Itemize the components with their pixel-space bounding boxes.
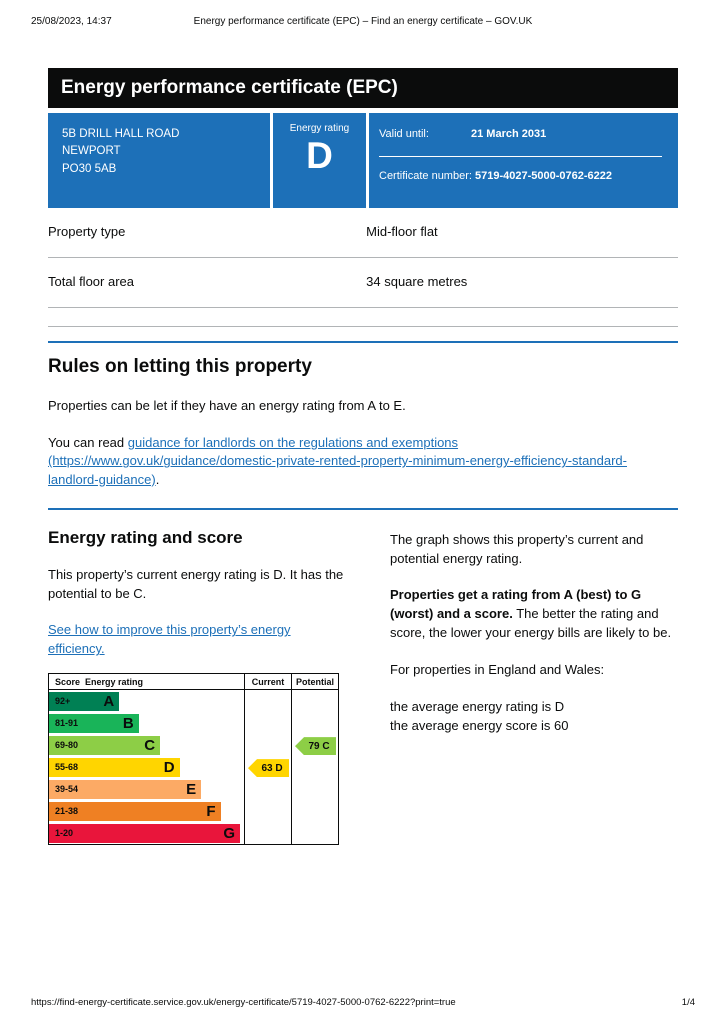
page-content: Energy performance certificate (EPC) 5B … — [0, 68, 726, 846]
section-divider-blue — [48, 507, 678, 510]
epc-chart-bands-area: Score Energy rating 92+ A 81-91 B 69-80 C 55-6… — [49, 674, 244, 844]
epc-band-bar-a: 92+ A — [49, 691, 120, 711]
epc-band-bar-g: 1-20 G — [49, 823, 241, 843]
epc-band-row: 1-20 G — [49, 822, 244, 844]
epc-band-letter: C — [144, 736, 156, 754]
rating-scale-paragraph: Properties get a rating from A (best) to… — [390, 586, 678, 643]
valid-until-row: Valid until: 21 March 2031 — [379, 113, 662, 157]
certificate-number: 5719-4027-5000-0762-6222 — [475, 170, 613, 182]
epc-band-letter: E — [186, 780, 197, 798]
energy-rating-label: Energy rating — [289, 123, 350, 134]
certificate-summary-panel: 5B DRILL HALL ROAD NEWPORT PO30 5AB Ener… — [48, 113, 678, 208]
table-row: Total floor area 34 square metres — [48, 258, 678, 308]
epc-band-row: 81-91 B — [49, 712, 244, 734]
epc-band-score: 55-68 — [55, 762, 79, 773]
print-datetime: 25/08/2023, 14:37 — [31, 16, 112, 27]
guidance-text-prefix: You can read — [48, 435, 128, 451]
epc-band-row: 21-38 F — [49, 800, 244, 822]
print-page-title: Energy performance certificate (EPC) – F… — [193, 16, 533, 27]
potential-column: Potential 79 C — [291, 674, 338, 845]
valid-until-label: Valid until: — [379, 128, 429, 140]
epc-bands: 92+ A 81-91 B 69-80 C 55-68 D 39-54 E 21-38 F 1-20 G — [49, 690, 244, 844]
score-column-header: Score — [55, 676, 81, 687]
rating-explanation-column: The graph shows this property’s current … — [390, 528, 678, 845]
letting-rules-paragraph: Properties can be let if they have an en… — [48, 398, 406, 413]
section-divider-blue — [48, 341, 678, 343]
print-header: 25/08/2023, 14:37 Energy performance cer… — [0, 0, 726, 27]
potential-column-header: Potential — [292, 674, 338, 691]
average-score-line: the average energy score is 60 — [390, 717, 569, 733]
property-address: 5B DRILL HALL ROAD NEWPORT PO30 5AB — [48, 113, 270, 208]
epc-band-bar-f: 21-38 F — [49, 801, 221, 821]
epc-band-row: 39-54 E — [49, 778, 244, 800]
page-title: Energy performance certificate (EPC) — [48, 68, 678, 108]
current-rating-arrow: 63 D — [248, 759, 289, 778]
address-line-1: 5B DRILL HALL ROAD — [62, 128, 180, 140]
epc-band-bar-d: 55-68 D — [49, 757, 180, 777]
current-column: Current 63 D — [244, 674, 291, 845]
property-type-label: Property type — [48, 224, 126, 239]
energy-rating-section: Energy rating and score This property’s … — [48, 527, 678, 846]
rating-scale-rest-text: The better the rating and score, the low… — [390, 606, 672, 641]
epc-band-bar-e: 39-54 E — [49, 779, 202, 799]
energy-rating-column-header: Energy rating — [85, 676, 144, 687]
footer-url: https://find-energy-certificate.service.… — [31, 997, 456, 1008]
averages-paragraph: the average energy rating is D the avera… — [390, 698, 678, 736]
england-wales-paragraph: For properties in England and Wales: — [390, 661, 605, 677]
epc-band-letter: D — [163, 758, 175, 776]
current-rating-paragraph: This property’s current energy rating is… — [48, 566, 344, 601]
table-row: Property type Mid-floor flat — [48, 208, 678, 258]
certificate-number-row: Certificate number: 5719-4027-5000-0762-… — [379, 157, 662, 182]
epc-band-score: 1-20 — [55, 828, 74, 839]
letting-guidance-paragraph: You can read guidance for landlords on t… — [48, 434, 640, 489]
address-line-3: PO30 5AB — [62, 162, 117, 175]
epc-chart-header: Score Energy rating — [49, 674, 244, 691]
current-column-header: Current — [245, 674, 291, 691]
improve-efficiency-link[interactable]: See how to improve this property’s energ… — [48, 622, 291, 657]
floor-area-label: Total floor area — [48, 274, 134, 289]
epc-band-letter: G — [223, 824, 236, 842]
epc-band-letter: A — [103, 692, 115, 710]
energy-rating-box: Energy rating D — [273, 113, 366, 208]
epc-band-row: 69-80 C — [49, 734, 244, 756]
average-rating-line: the average energy rating is D — [390, 698, 565, 714]
epc-band-letter: B — [122, 714, 134, 732]
rating-column: Energy rating and score This property’s … — [48, 527, 348, 846]
epc-band-score: 39-54 — [55, 784, 79, 795]
property-type-value: Mid-floor flat — [366, 224, 438, 239]
epc-band-score: 81-91 — [55, 718, 79, 729]
epc-band-row: 92+ A — [49, 690, 244, 712]
graph-explainer-paragraph: The graph shows this property’s current … — [390, 531, 644, 566]
rating-scale-bold-text: Properties get a rating from A (best) to… — [390, 587, 642, 622]
epc-band-score: 92+ — [55, 696, 71, 707]
footer-page-number: 1/4 — [681, 997, 695, 1008]
rating-section-heading: Energy rating and score — [48, 527, 243, 547]
epc-chart: Score Energy rating 92+ A 81-91 B 69-80 C 55-6… — [48, 673, 339, 846]
certificate-number-label: Certificate number: — [379, 170, 472, 182]
epc-band-bar-c: 69-80 C — [49, 735, 161, 755]
epc-band-row: 55-68 D — [49, 756, 244, 778]
guidance-text-suffix: . — [155, 471, 160, 487]
letting-rules-heading: Rules on letting this property — [48, 356, 312, 377]
epc-band-score: 69-80 — [55, 740, 79, 751]
print-footer: https://find-energy-certificate.service.… — [31, 997, 695, 1008]
epc-band-score: 21-38 — [55, 806, 79, 817]
potential-rating-arrow: 79 C — [295, 737, 336, 756]
energy-rating-value: D — [306, 135, 333, 176]
validity-box: Valid until: 21 March 2031 Certificate n… — [369, 113, 678, 208]
valid-until-date: 21 March 2031 — [471, 128, 547, 140]
section-divider-light — [48, 326, 678, 327]
floor-area-value: 34 square metres — [366, 274, 468, 289]
epc-band-bar-b: 81-91 B — [49, 713, 139, 733]
landlord-guidance-link[interactable]: guidance for landlords on the regulation… — [48, 435, 627, 487]
address-line-2: NEWPORT — [62, 145, 121, 158]
epc-band-letter: F — [206, 802, 216, 820]
